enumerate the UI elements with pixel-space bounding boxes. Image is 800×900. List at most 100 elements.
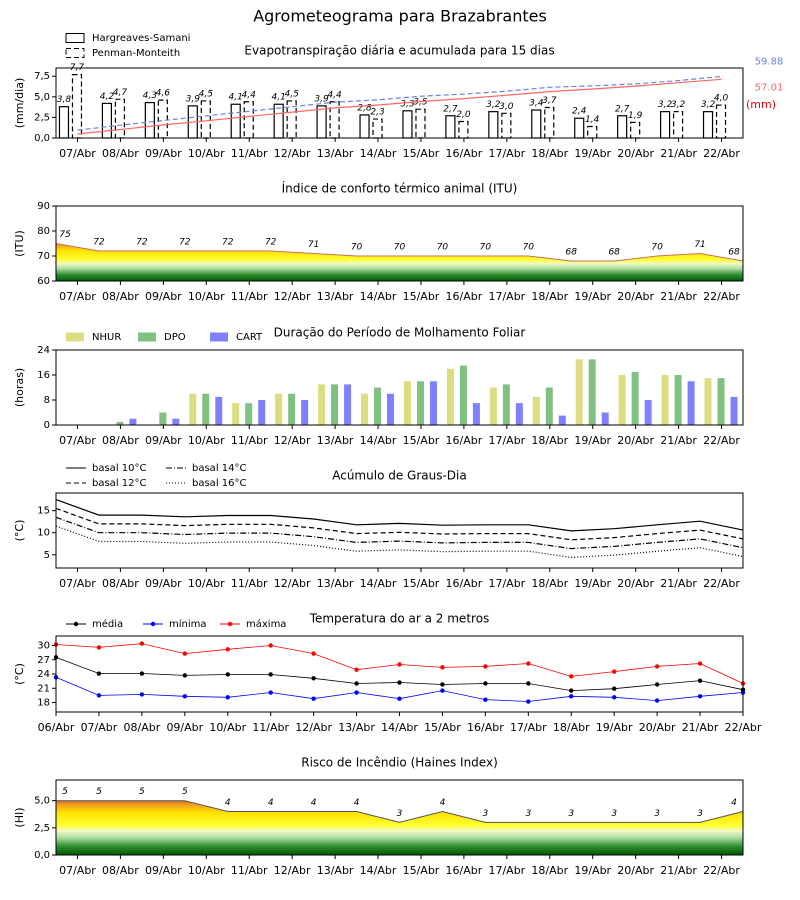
bar bbox=[415, 108, 426, 139]
value-label: 68 bbox=[608, 248, 620, 258]
value-label: 3 bbox=[611, 809, 617, 819]
bar bbox=[387, 393, 395, 425]
x-tick-label: 18/Abr bbox=[531, 577, 568, 590]
x-tick-label: 18/Abr bbox=[531, 290, 568, 303]
plot-frame bbox=[55, 492, 744, 569]
value-label: 5 bbox=[139, 787, 145, 797]
y-tick-label: 90 bbox=[37, 201, 50, 212]
value-label: 4,5 bbox=[199, 89, 214, 99]
main-title: Agrometeograma para Brazabrantes bbox=[253, 7, 547, 26]
point bbox=[354, 681, 359, 686]
x-tick-label: 15/Abr bbox=[424, 721, 461, 734]
value-label: 72 bbox=[222, 238, 234, 248]
bar bbox=[230, 103, 241, 139]
x-tick-label: 11/Abr bbox=[231, 434, 268, 447]
x-tick-label: 17/Abr bbox=[488, 577, 525, 590]
y-tick-label: 10 bbox=[37, 528, 50, 539]
y-tick-label: 0 bbox=[44, 420, 50, 431]
point bbox=[397, 680, 402, 685]
bar bbox=[544, 106, 555, 139]
point bbox=[483, 681, 488, 686]
x-tick-label: 16/Abr bbox=[446, 147, 483, 160]
x-tick-label: 12/Abr bbox=[295, 721, 332, 734]
value-label: 3 bbox=[397, 809, 403, 819]
value-label: 2,4 bbox=[572, 107, 587, 117]
value-label: 4,1 bbox=[271, 93, 285, 103]
point bbox=[311, 676, 316, 681]
bar bbox=[575, 359, 583, 425]
value-label: 72 bbox=[265, 238, 277, 248]
series-line bbox=[55, 516, 744, 550]
legend-label: máxima bbox=[246, 618, 286, 630]
point bbox=[139, 671, 145, 676]
bar bbox=[403, 381, 411, 425]
point bbox=[182, 673, 188, 678]
bar bbox=[446, 368, 454, 425]
value-label: 4,5 bbox=[284, 89, 299, 99]
bar bbox=[215, 396, 223, 425]
bar bbox=[101, 102, 113, 139]
y-tick-label: 30 bbox=[37, 641, 50, 652]
x-tick-label: 10/Abr bbox=[188, 434, 225, 447]
bar bbox=[459, 365, 467, 425]
point bbox=[697, 661, 703, 666]
point bbox=[268, 690, 273, 695]
area-line bbox=[55, 243, 744, 262]
bar bbox=[661, 375, 669, 425]
x-tick-label: 15/Abr bbox=[403, 290, 440, 303]
legend-label: basal 10°C bbox=[92, 463, 146, 474]
y-tick-label: 5 bbox=[44, 550, 50, 561]
x-tick-label: 12/Abr bbox=[274, 147, 311, 160]
value-label: 3,2 bbox=[701, 100, 716, 110]
value-label: 70 bbox=[651, 243, 663, 253]
x-tick-label: 08/Abr bbox=[102, 147, 139, 160]
value-label: 1,4 bbox=[585, 115, 600, 125]
value-label: 4,4 bbox=[242, 90, 257, 100]
x-tick-label: 19/Abr bbox=[574, 290, 611, 303]
value-label: 70 bbox=[523, 243, 535, 253]
y-axis-label: (HI) bbox=[13, 807, 26, 827]
value-label: 71 bbox=[308, 240, 319, 250]
bar bbox=[587, 125, 598, 139]
y-tick-label: 27 bbox=[37, 655, 50, 666]
bar bbox=[157, 99, 168, 139]
x-tick-label: 13/Abr bbox=[317, 147, 354, 160]
y-tick-label: 15 bbox=[37, 506, 50, 517]
value-label: 4,4 bbox=[327, 90, 342, 100]
bar bbox=[301, 400, 309, 425]
value-label: 4 bbox=[731, 798, 737, 808]
x-tick-label: 21/Abr bbox=[660, 147, 697, 160]
point bbox=[96, 671, 102, 676]
point bbox=[654, 664, 660, 669]
value-label: 4,3 bbox=[143, 91, 158, 101]
x-tick-label: 18/Abr bbox=[553, 721, 590, 734]
bar bbox=[402, 110, 413, 139]
value-label: 3,8 bbox=[57, 95, 72, 105]
x-tick-label: 17/Abr bbox=[488, 434, 525, 447]
bar bbox=[372, 118, 383, 139]
y-tick-label: 24 bbox=[37, 345, 50, 356]
series-line bbox=[55, 507, 744, 541]
value-label: 3,3 bbox=[400, 99, 415, 109]
bar bbox=[114, 98, 126, 139]
x-tick-label: 08/Abr bbox=[124, 721, 161, 734]
bar bbox=[458, 120, 469, 139]
x-tick-label: 15/Abr bbox=[403, 577, 440, 590]
point bbox=[311, 651, 316, 656]
value-label: 72 bbox=[136, 238, 148, 248]
x-tick-label: 11/Abr bbox=[231, 147, 268, 160]
bar bbox=[601, 412, 609, 425]
x-tick-label: 07/Abr bbox=[59, 434, 96, 447]
value-label: 3,7 bbox=[542, 96, 557, 106]
bar bbox=[245, 403, 253, 425]
bar bbox=[445, 115, 456, 139]
x-tick-label: 22/Abr bbox=[703, 864, 740, 877]
bar bbox=[531, 109, 542, 139]
area-fill bbox=[56, 800, 743, 855]
bar bbox=[361, 393, 369, 425]
bar bbox=[144, 101, 155, 139]
legend-label: CART bbox=[236, 332, 263, 343]
legend-label: basal 12°C bbox=[92, 478, 146, 489]
x-tick-label: 07/Abr bbox=[59, 147, 96, 160]
point bbox=[225, 695, 230, 700]
